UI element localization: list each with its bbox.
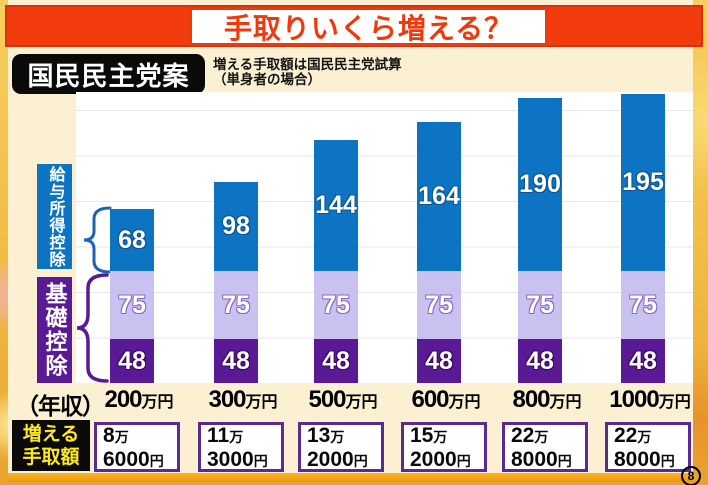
x-axis-label: 800万円 <box>512 386 582 413</box>
x-axis-label: 500万円 <box>308 386 378 413</box>
bar: 190 75 48 <box>518 98 562 383</box>
bar-segment-top: 68 <box>110 209 154 272</box>
bar-value: 195 <box>622 167 664 196</box>
bar-segment-middle: 75 <box>110 271 154 340</box>
bar-value: 75 <box>629 290 657 319</box>
party-proposal-badge: 国民民主党案 <box>12 54 205 94</box>
group-label-salary-deduction: 給与所得控除 <box>37 164 72 269</box>
bar-segment-bottom: 48 <box>621 339 665 383</box>
page-number-badge: 8 <box>681 466 701 485</box>
gain-amount-line: 6000円 <box>103 448 164 471</box>
gain-amount-box: 15万 2000円 <box>401 422 487 472</box>
bar-value: 75 <box>526 290 554 319</box>
gain-amount-line: 8万 <box>103 424 129 447</box>
bar-segment-top: 190 <box>518 98 562 272</box>
x-axis-label: 200万円 <box>104 386 174 413</box>
bar-value: 48 <box>629 346 657 375</box>
bar-value: 75 <box>322 290 350 319</box>
chart-note-line1: 増える手取額は国民民主党試算 <box>213 57 402 72</box>
x-axis-label: 1000万円 <box>609 386 691 413</box>
bar-segment-middle: 75 <box>417 271 461 340</box>
gain-amount-line: 2000円 <box>410 448 471 471</box>
title-box: 手取りいくら増える？ <box>189 7 548 46</box>
bar-value: 48 <box>526 346 554 375</box>
gain-amount-line: 13万 <box>307 424 345 447</box>
bar-segment-top: 195 <box>621 93 665 272</box>
gain-amount-box: 22万 8000円 <box>502 422 588 472</box>
bar-segment-bottom: 48 <box>110 339 154 383</box>
bar-value: 75 <box>118 290 146 319</box>
group-label-basic-deduction: 基礎控除 <box>37 277 72 383</box>
x-axis-label: 300万円 <box>208 386 278 413</box>
x-axis-prefix: （年収） <box>16 393 105 419</box>
bar: 195 75 48 <box>621 93 665 383</box>
bar-value: 164 <box>418 181 460 210</box>
bar-value: 98 <box>222 211 250 240</box>
bar-value: 144 <box>315 191 357 220</box>
bar-segment-middle: 75 <box>314 271 358 340</box>
bar-segment-top: 144 <box>314 140 358 272</box>
bar-value: 68 <box>118 225 146 254</box>
bar-segment-middle: 75 <box>621 271 665 340</box>
bar: 144 75 48 <box>314 140 358 383</box>
gain-amount-box: 11万 3000円 <box>198 422 284 472</box>
chart-note-line2: （単身者の場合） <box>213 72 321 87</box>
bar-value: 75 <box>222 290 250 319</box>
gain-amount-line: 11万 <box>207 424 244 447</box>
bar: 164 75 48 <box>417 121 461 383</box>
chart-note: 増える手取額は国民民主党試算 （単身者の場合） <box>213 57 402 87</box>
bar-value: 48 <box>222 346 250 375</box>
gain-amount-box: 22万 8000円 <box>605 422 691 472</box>
gain-row-label-line2: 手取額 <box>22 446 80 468</box>
bar-value: 75 <box>425 290 453 319</box>
gain-amount-box: 8万 6000円 <box>94 422 180 472</box>
bar-segment-top: 98 <box>214 181 258 272</box>
bar-segment-bottom: 48 <box>314 339 358 383</box>
brace-icon-basic-deduction <box>76 273 109 383</box>
bar-value: 48 <box>322 346 350 375</box>
gain-amount-line: 22万 <box>511 424 549 447</box>
gain-amount-box: 13万 2000円 <box>298 422 384 472</box>
bar: 98 75 48 <box>214 181 258 383</box>
bar-segment-bottom: 48 <box>214 339 258 383</box>
gain-amount-line: 8000円 <box>614 448 675 471</box>
x-axis-label: 600万円 <box>411 386 481 413</box>
chart-plot-area <box>76 92 693 383</box>
bar-value: 48 <box>425 346 453 375</box>
bar-segment-middle: 75 <box>518 271 562 340</box>
gain-amount-line: 3000円 <box>207 448 268 471</box>
bar-segment-bottom: 48 <box>417 339 461 383</box>
bar-value: 48 <box>118 346 146 375</box>
gain-amount-line: 22万 <box>614 424 652 447</box>
gain-amount-line: 15万 <box>410 424 448 447</box>
gain-amount-line: 8000円 <box>511 448 572 471</box>
gain-amount-line: 2000円 <box>307 448 368 471</box>
brace-icon-salary-deduction <box>83 206 112 274</box>
bar-segment-middle: 75 <box>214 271 258 340</box>
page-title: 手取りいくら増える？ <box>223 12 514 44</box>
gain-row-label-line1: 増える <box>22 423 80 445</box>
bar-segment-bottom: 48 <box>518 339 562 383</box>
bottom-accent-strip <box>8 473 693 482</box>
gain-row-label-box: 増える 手取額 <box>12 420 90 471</box>
party-proposal-label: 国民民主党案 <box>27 60 190 91</box>
bar: 68 75 48 <box>110 209 154 383</box>
bar-segment-top: 164 <box>417 121 461 272</box>
bar-value: 190 <box>519 170 561 199</box>
